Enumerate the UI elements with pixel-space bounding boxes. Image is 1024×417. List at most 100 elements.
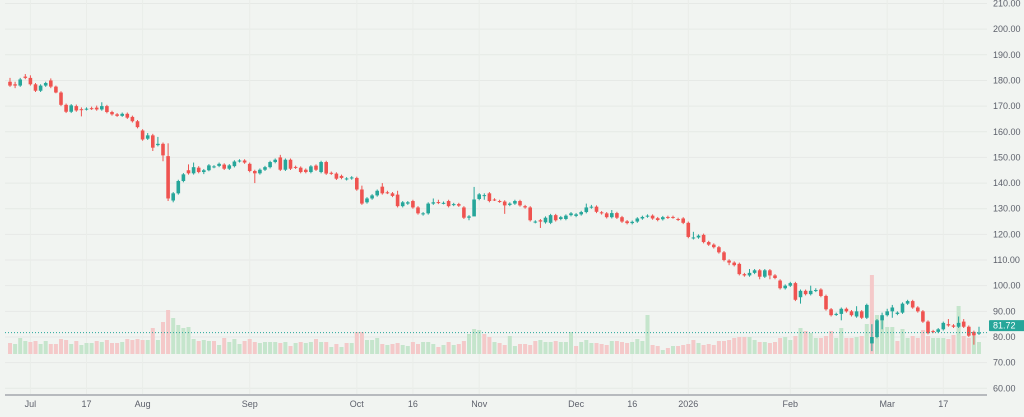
candle[interactable] bbox=[329, 171, 334, 175]
candle[interactable] bbox=[778, 279, 782, 290]
candle[interactable] bbox=[523, 204, 527, 209]
candle[interactable] bbox=[727, 259, 731, 266]
candle[interactable] bbox=[355, 176, 359, 191]
candle[interactable] bbox=[298, 166, 303, 174]
candle[interactable] bbox=[533, 220, 538, 224]
candle[interactable] bbox=[921, 310, 925, 323]
candle[interactable] bbox=[803, 289, 808, 296]
candle[interactable] bbox=[278, 154, 283, 172]
candle[interactable] bbox=[783, 284, 787, 290]
candle[interactable] bbox=[870, 324, 874, 352]
candle[interactable] bbox=[54, 85, 58, 94]
candle[interactable] bbox=[528, 206, 532, 222]
candle[interactable] bbox=[135, 119, 140, 129]
candle[interactable] bbox=[43, 81, 48, 87]
candle[interactable] bbox=[319, 160, 323, 174]
candle[interactable] bbox=[89, 106, 94, 110]
candle[interactable] bbox=[701, 233, 706, 244]
candle[interactable] bbox=[946, 319, 951, 327]
candle[interactable] bbox=[972, 330, 976, 345]
candle[interactable] bbox=[406, 201, 410, 205]
candle[interactable] bbox=[202, 168, 206, 175]
candle[interactable] bbox=[553, 213, 558, 222]
candle[interactable] bbox=[120, 112, 124, 117]
candle[interactable] bbox=[819, 288, 823, 298]
candle[interactable] bbox=[599, 211, 604, 215]
candle[interactable] bbox=[110, 110, 114, 116]
candle[interactable] bbox=[875, 319, 879, 339]
candle[interactable] bbox=[538, 218, 543, 228]
candle[interactable] bbox=[967, 325, 971, 337]
candle[interactable] bbox=[885, 308, 889, 317]
candle[interactable] bbox=[212, 165, 216, 169]
candle[interactable] bbox=[691, 231, 696, 240]
candle[interactable] bbox=[737, 262, 742, 276]
candle[interactable] bbox=[854, 306, 859, 318]
candle[interactable] bbox=[763, 269, 767, 278]
candle[interactable] bbox=[717, 245, 721, 254]
candle[interactable] bbox=[105, 104, 109, 114]
candle[interactable] bbox=[900, 302, 905, 314]
candle[interactable] bbox=[385, 190, 390, 195]
candle[interactable] bbox=[487, 192, 492, 203]
candle[interactable] bbox=[380, 183, 385, 195]
candle[interactable] bbox=[38, 84, 43, 93]
candle[interactable] bbox=[890, 304, 895, 318]
candle[interactable] bbox=[793, 281, 798, 302]
candle[interactable] bbox=[94, 105, 99, 111]
candle[interactable] bbox=[594, 205, 599, 214]
candle[interactable] bbox=[451, 202, 456, 207]
candle[interactable] bbox=[951, 324, 956, 329]
candle[interactable] bbox=[844, 307, 849, 313]
candle[interactable] bbox=[492, 198, 497, 202]
candle[interactable] bbox=[360, 185, 364, 205]
candle[interactable] bbox=[620, 215, 624, 223]
candle[interactable] bbox=[421, 212, 425, 216]
candle[interactable] bbox=[640, 215, 645, 220]
candle[interactable] bbox=[390, 192, 395, 198]
candle[interactable] bbox=[166, 143, 170, 202]
candle[interactable] bbox=[757, 269, 762, 280]
candle[interactable] bbox=[33, 83, 38, 93]
candle[interactable] bbox=[977, 326, 981, 335]
candle[interactable] bbox=[100, 102, 104, 111]
candle[interactable] bbox=[681, 217, 685, 225]
candle[interactable] bbox=[18, 77, 22, 87]
candle[interactable] bbox=[161, 142, 165, 162]
candle[interactable] bbox=[635, 217, 640, 223]
candle[interactable] bbox=[589, 204, 594, 209]
candle[interactable] bbox=[931, 329, 935, 334]
candle[interactable] bbox=[13, 81, 17, 89]
candle[interactable] bbox=[304, 168, 308, 174]
candle[interactable] bbox=[543, 216, 548, 224]
candle[interactable] bbox=[416, 206, 420, 215]
candle[interactable] bbox=[23, 74, 28, 80]
candle[interactable] bbox=[569, 212, 573, 217]
candle[interactable] bbox=[49, 78, 53, 89]
candle[interactable] bbox=[865, 303, 869, 320]
candle[interactable] bbox=[752, 269, 757, 275]
candle[interactable] bbox=[559, 215, 563, 221]
candle[interactable] bbox=[436, 199, 441, 205]
candle[interactable] bbox=[880, 312, 884, 330]
candle[interactable] bbox=[171, 192, 175, 203]
candle[interactable] bbox=[186, 164, 191, 175]
candle[interactable] bbox=[604, 212, 609, 219]
candle[interactable] bbox=[431, 198, 436, 205]
candle[interactable] bbox=[513, 199, 517, 205]
candle[interactable] bbox=[156, 136, 160, 147]
candle[interactable] bbox=[339, 174, 344, 180]
candle[interactable] bbox=[808, 285, 813, 296]
candle[interactable] bbox=[344, 177, 349, 181]
candle[interactable] bbox=[247, 162, 252, 173]
candle[interactable] bbox=[375, 189, 379, 197]
candle[interactable] bbox=[242, 159, 247, 164]
candle[interactable] bbox=[324, 160, 328, 175]
candle[interactable] bbox=[314, 164, 318, 172]
candle[interactable] bbox=[650, 214, 655, 220]
candle[interactable] bbox=[706, 240, 711, 246]
candle[interactable] bbox=[564, 214, 568, 221]
candle[interactable] bbox=[722, 251, 726, 262]
